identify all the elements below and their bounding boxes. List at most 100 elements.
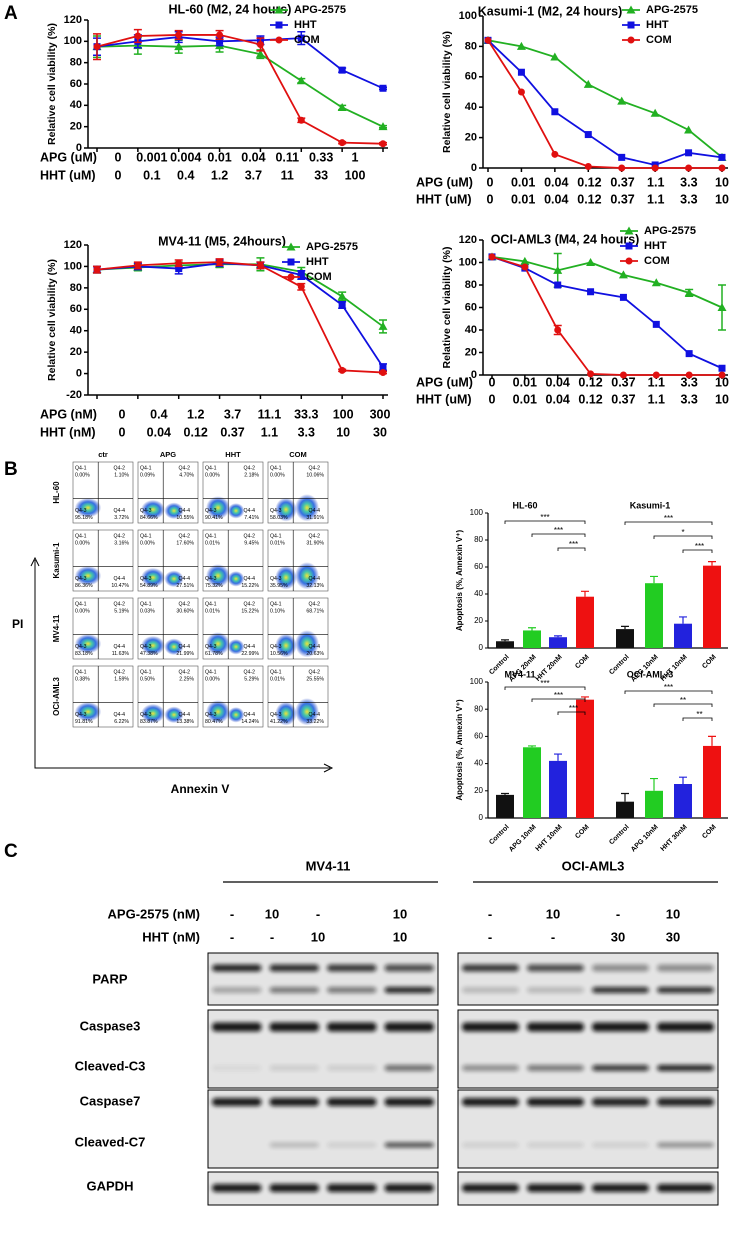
series-line [96,263,384,328]
x-tick-label: 11.1 [258,407,282,421]
y-tick-label: 0 [479,813,484,822]
error-bar [621,625,629,630]
marker [650,108,660,117]
blot-band [657,1098,714,1106]
marker [174,42,184,51]
quadrant-name: Q4-4 [178,576,190,582]
quadrant-percent: 0.03% [140,608,155,614]
marker [625,257,633,265]
quadrant-name: Q4-3 [140,508,152,514]
x-tick-label: Control [488,824,511,847]
bar [645,583,663,648]
marker [93,43,101,51]
quadrant-percent: 91.81% [75,719,93,725]
quadrant-percent: 95.18% [75,515,93,521]
blot-band [657,964,714,972]
protein-label: Cleaved-C7 [75,1134,146,1149]
column-header: ctr [98,450,108,459]
quadrant-percent: 0.00% [75,608,90,614]
row-label: OCI-AML3 [52,677,61,716]
quadrant-name: Q4-4 [113,508,125,514]
bar [645,790,663,818]
y-tick-label: 80 [474,704,483,713]
x-tick-label: 0 [115,168,122,182]
series-line [487,39,722,169]
bar [549,760,567,818]
significance-label: * [681,528,684,537]
marker [618,164,626,172]
marker [627,21,635,29]
quadrant-percent: 35.95% [270,583,288,589]
x-tick-label: 0 [487,175,494,189]
treatment-value: - [616,906,620,921]
marker [93,266,101,274]
significance-label: *** [695,542,704,551]
blot-band [462,1142,519,1148]
cell-cluster [74,497,102,518]
marker [338,366,346,374]
y-tick-label: 80 [70,282,82,294]
x-tick-label: 3.7 [224,407,241,421]
cell-cluster [206,564,230,588]
bar [496,794,514,818]
quadrant-name: Q4-4 [113,644,125,650]
marker [337,102,347,111]
quadrant-percent: 31.91% [306,515,324,521]
bar [576,699,594,818]
error-bar [708,561,716,566]
marker [379,363,387,371]
blot-band [592,1022,649,1032]
blot-band [327,1065,377,1071]
quadrant-name: Q4-2 [243,533,255,539]
x-tick-label: 300 [370,407,391,421]
blot-band [384,1022,434,1032]
bar [576,596,594,648]
significance-label: *** [554,526,563,535]
column-header: APG [160,450,176,459]
blot-band [592,1184,649,1192]
quadrant-percent: 15.22% [241,583,259,589]
y-axis-label: Apoptosis (%, Annexin V⁺) [455,699,464,801]
quadrant-name: Q4-1 [140,669,152,675]
marker [287,273,295,281]
significance-bracket [531,533,586,537]
significance-bracket [504,520,586,524]
cell-cluster [227,707,245,723]
cell-cluster [164,502,184,520]
x-tick-label: 0 [119,425,126,439]
quadrant-percent: 0.01% [270,540,285,546]
quadrant-percent: 10.55% [176,515,194,521]
quadrant-name: Q4-2 [243,465,255,471]
quadrant-name: Q4-4 [243,508,255,514]
marker [718,371,726,379]
quadrant-percent: 6.22% [114,719,129,725]
blot-band [657,1065,714,1071]
cell-cluster [164,638,184,656]
cell-cluster [206,700,230,724]
marker [255,49,265,58]
y-tick-label: 60 [465,71,477,83]
x-tick-label: 0.001 [136,150,167,164]
quadrant-name: Q4-4 [308,712,320,718]
quadrant-name: Q4-1 [140,601,152,607]
group-label: OCI-AML3 [562,858,625,873]
x-tick-label: 1.2 [187,407,204,421]
x-tick-label: 0.12 [577,175,601,189]
marker [553,265,563,274]
marker [625,242,633,250]
quadrant-percent: 0.01% [205,540,220,546]
treatment-value: - [316,906,320,921]
blot-band [269,1184,319,1192]
quadrant-name: Q4-2 [178,465,190,471]
x-row-label: APG (nM) [40,407,97,421]
quadrant-name: Q4-4 [113,712,125,718]
quadrant-percent: 54.89% [140,583,158,589]
x-tick-label: 0 [119,407,126,421]
x-tick-label: 0.01 [511,175,535,189]
protein-label: PARP [92,971,127,986]
row-label: HL-60 [52,481,61,504]
x-tick-label: Control [608,824,631,847]
quadrant-percent: 5.29% [244,676,259,682]
chart-title: OCI-AML3 (M4, 24 hours) [491,232,640,246]
series-line [491,256,723,370]
